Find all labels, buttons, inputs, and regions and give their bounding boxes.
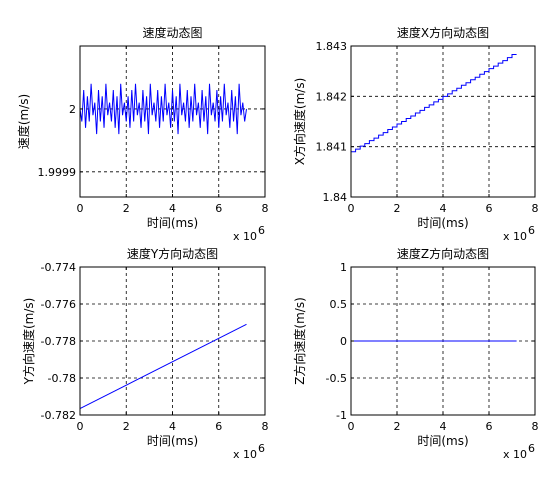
x-tick-label: 2 — [394, 202, 401, 215]
y-tick-label: -0.774 — [41, 261, 76, 274]
x-multiplier-exponent: 6 — [528, 224, 535, 237]
series-line — [79, 83, 247, 135]
y-tick-label: -0.778 — [41, 335, 76, 348]
y-axis-label: Z方向速度(m/s) — [292, 297, 307, 385]
y-tick-label: 1.843 — [316, 40, 348, 53]
x-tick-label: 8 — [262, 420, 269, 433]
x-multiplier-exponent: 6 — [258, 224, 265, 237]
y-tick-label: 0 — [340, 335, 347, 348]
y-axis-label: 速度(m/s) — [16, 94, 31, 149]
y-tick-label: 1.84 — [323, 191, 348, 204]
x-axis-label: 时间(ms) — [417, 216, 468, 230]
x-multiplier-label: x 10 — [233, 230, 257, 243]
x-multiplier-label: x 10 — [233, 448, 257, 461]
x-tick-label: 2 — [123, 202, 130, 215]
chart-panel-3: 0 2 4 6 8 -0.782 -0.78 -0.778 -0.776 -0.774 速度Y方向动… — [21, 246, 269, 461]
x-tick-label: 2 — [123, 420, 130, 433]
x-tick-label: 4 — [169, 202, 176, 215]
chart-title: 速度Z方向动态图 — [397, 246, 489, 261]
x-multiplier-exponent: 6 — [528, 442, 535, 455]
x-tick-label: 0 — [348, 420, 355, 433]
y-tick-label: -0.5 — [326, 372, 347, 385]
y-tick-label: -0.78 — [48, 372, 76, 385]
x-multiplier-exponent: 6 — [258, 442, 265, 455]
y-tick-label: 2 — [69, 103, 76, 116]
x-multiplier-label: x 10 — [503, 230, 527, 243]
x-tick-label: 6 — [215, 202, 222, 215]
y-tick-label: 1 — [340, 261, 347, 274]
y-axis-label: X方向速度(m/s) — [292, 78, 307, 166]
y-tick-label: -1 — [336, 409, 347, 422]
y-tick-label: 1.841 — [316, 141, 348, 154]
x-tick-label: 2 — [394, 420, 401, 433]
x-tick-label: 6 — [486, 420, 493, 433]
x-tick-label: 4 — [440, 420, 447, 433]
y-tick-label: 0.5 — [330, 298, 348, 311]
chart-title: 速度动态图 — [142, 25, 202, 40]
x-tick-label: 8 — [532, 202, 539, 215]
x-tick-label: 0 — [348, 202, 355, 215]
x-tick-label: 0 — [77, 202, 84, 215]
x-tick-label: 6 — [486, 202, 493, 215]
x-axis-label: 时间(ms) — [417, 434, 468, 448]
y-tick-label: 1.9999 — [38, 166, 77, 179]
y-axis-label: Y方向速度(m/s) — [21, 298, 36, 386]
y-tick-label: -0.782 — [41, 409, 76, 422]
series-line — [79, 323, 247, 409]
x-axis-label: 时间(ms) — [147, 216, 198, 230]
chart-title: 速度Y方向动态图 — [127, 246, 218, 261]
chart-title: 速度X方向动态图 — [397, 25, 489, 40]
x-tick-label: 0 — [77, 420, 84, 433]
x-tick-label: 4 — [440, 202, 447, 215]
x-tick-label: 8 — [532, 420, 539, 433]
y-tick-label: -0.776 — [41, 298, 76, 311]
x-tick-label: 4 — [169, 420, 176, 433]
y-tick-label: 1.842 — [316, 90, 348, 103]
x-tick-label: 6 — [215, 420, 222, 433]
series-line — [351, 54, 517, 153]
x-axis-label: 时间(ms) — [147, 434, 198, 448]
x-tick-label: 8 — [262, 202, 269, 215]
x-multiplier-label: x 10 — [503, 448, 527, 461]
